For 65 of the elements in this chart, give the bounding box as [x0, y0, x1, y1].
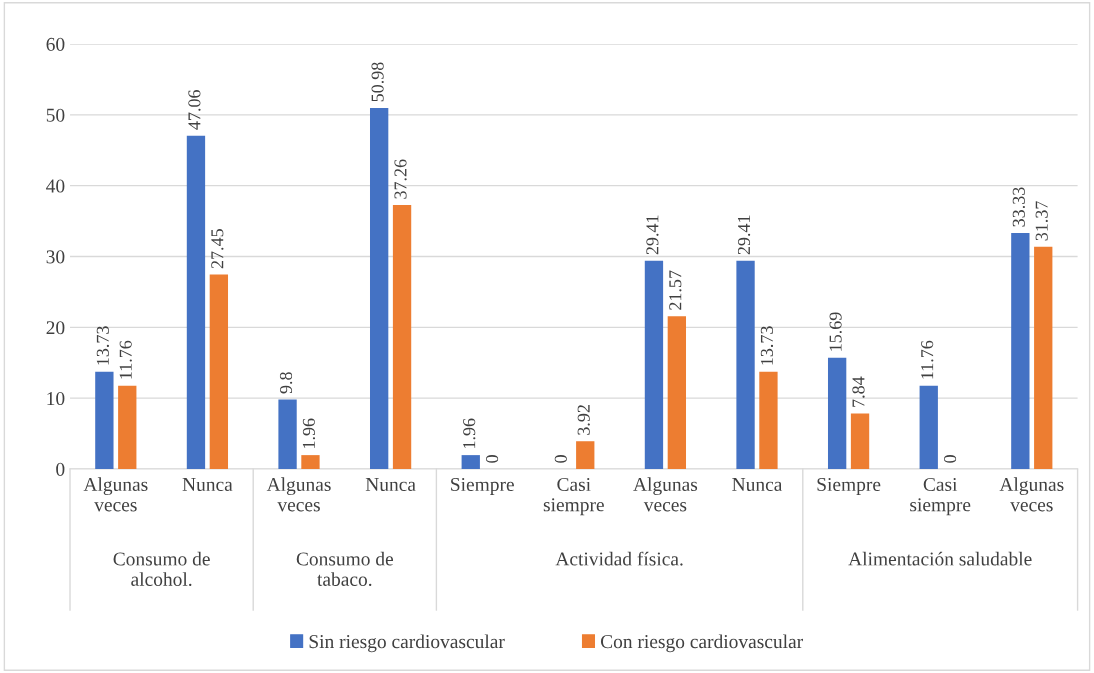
data-label: 0	[943, 455, 957, 463]
data-label: 13.73	[96, 326, 109, 365]
bar	[667, 316, 687, 469]
data-label: 13.73	[760, 326, 774, 365]
bar	[919, 385, 938, 469]
data-label: 7.84	[852, 376, 865, 407]
y-tick-label: 60	[46, 37, 65, 51]
text: Consumo de alcohol.	[113, 551, 210, 586]
bar	[576, 441, 595, 469]
x-tick-label: Nunca	[182, 478, 233, 492]
bar	[1011, 232, 1030, 469]
data-label: 0	[554, 455, 567, 463]
bar	[370, 107, 389, 469]
data-label: 33.33	[1012, 187, 1025, 227]
bar	[644, 260, 664, 469]
data-label: 27.45	[211, 229, 224, 269]
x-tick-label: Algunas veces	[83, 477, 148, 512]
data-label: 29.41	[646, 215, 659, 255]
text: Alimentación saludable	[848, 551, 1032, 566]
x-tick-label: Casi siempre	[543, 477, 604, 516]
data-label: 0	[485, 455, 499, 463]
bar	[95, 371, 114, 469]
x-tick-label: Siempre	[817, 477, 881, 495]
y-tick-label: 0	[56, 462, 65, 476]
bar	[301, 455, 320, 469]
y-tick-label: 20	[46, 321, 65, 335]
legend-label: Sin riesgo cardiovascular	[309, 634, 505, 653]
data-label: 1.96	[463, 418, 476, 448]
data-label: 21.57	[669, 270, 682, 310]
data-label: 3.92	[577, 405, 590, 435]
bar	[186, 135, 206, 469]
x-tick-label: Algunas veces	[266, 477, 331, 512]
bar	[827, 357, 847, 469]
x-tick-label: Siempre	[451, 477, 514, 495]
data-label: 15.69	[829, 312, 842, 351]
data-label: 11.76	[921, 340, 934, 379]
x-tick-label: Nunca	[365, 478, 416, 492]
y-tick-label: 30	[46, 250, 65, 264]
bar	[736, 260, 755, 469]
legend-label: Con riesgo cardiovascular	[600, 634, 803, 653]
text: Actividad física.	[555, 551, 683, 566]
bar	[209, 274, 229, 469]
bar	[392, 205, 412, 469]
bar	[118, 385, 137, 469]
data-label: 29.41	[737, 215, 751, 255]
data-label: 1.96	[302, 418, 316, 448]
data-label: 11.76	[119, 340, 132, 379]
bar	[850, 413, 870, 469]
x-tick-label: Nunca	[732, 478, 783, 492]
x-tick-label: Algunas veces	[999, 477, 1064, 512]
y-tick-label: 10	[47, 391, 65, 406]
data-label: 9.8	[279, 372, 293, 394]
data-label: 37.26	[394, 159, 407, 199]
y-tick-label: 50	[46, 108, 65, 122]
bar	[1034, 246, 1053, 469]
x-tick-label: Algunas veces	[633, 477, 698, 512]
data-label: 31.37	[1035, 201, 1048, 241]
y-tick-label: 40	[46, 179, 65, 193]
bar	[278, 399, 297, 469]
data-label: 50.98	[371, 62, 384, 102]
x-tick-label: Casi siempre	[910, 477, 971, 516]
bar	[461, 455, 480, 469]
bar	[759, 371, 778, 469]
data-label: 47.06	[188, 90, 201, 130]
text: Consumo de tabaco.	[296, 551, 394, 586]
